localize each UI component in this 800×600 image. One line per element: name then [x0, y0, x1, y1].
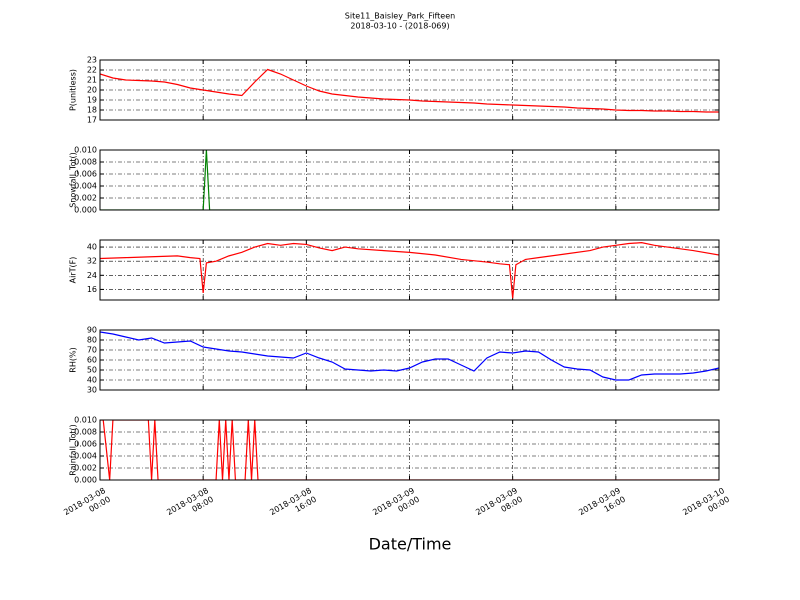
y-tick-label: 70: [87, 346, 97, 355]
y-tick-label: 0.008: [74, 158, 97, 167]
y-axis-label: AirT(F): [69, 257, 78, 284]
y-tick-label: 0.000: [74, 206, 97, 215]
y-tick-label: 0.006: [74, 170, 97, 179]
y-tick-label: 60: [87, 356, 97, 365]
plot-frame: [99, 239, 720, 301]
y-tick-label: 18: [87, 106, 97, 115]
plot-frame: [99, 329, 720, 391]
x-axis-label: Date/Time: [369, 535, 452, 554]
y-tick-label: 17: [87, 116, 97, 125]
y-tick-label: 0.010: [74, 146, 97, 155]
y-tick-label: 0.002: [74, 194, 97, 203]
y-tick-label: 90: [87, 326, 97, 335]
plot-frame: [99, 59, 720, 121]
y-axis-label: Snowfall_Tot(): [69, 152, 78, 208]
data-line: [100, 331, 719, 381]
y-tick-label: 0.004: [74, 182, 97, 191]
y-tick-label: 0.008: [74, 428, 97, 437]
y-axis-label: Rainfall_Tot(): [69, 424, 78, 476]
y-tick-label: 50: [87, 366, 97, 375]
y-axis-label: RH(%): [69, 347, 78, 372]
y-tick-label: 40: [87, 243, 97, 252]
y-tick-label: 80: [87, 336, 97, 345]
plot-frame: [99, 419, 720, 481]
y-tick-label: 32: [87, 257, 97, 266]
y-tick-label: 0.002: [74, 464, 97, 473]
y-tick-label: 40: [87, 376, 97, 385]
y-tick-label: 23: [87, 56, 97, 65]
y-tick-label: 0.000: [74, 476, 97, 485]
data-line: [100, 68, 719, 113]
y-tick-label: 0.010: [74, 416, 97, 425]
data-line: [100, 420, 719, 480]
y-tick-label: 19: [87, 96, 97, 105]
plot-frame: [99, 149, 720, 211]
data-line: [100, 242, 719, 299]
y-tick-label: 16: [87, 285, 97, 294]
y-tick-label: 24: [87, 271, 97, 280]
y-axis-label: P(unitless): [69, 69, 78, 111]
y-tick-label: 30: [87, 386, 97, 395]
y-tick-label: 21: [87, 76, 97, 85]
chart-title: Site11_Baisley_Park_Fifteen: [345, 12, 455, 21]
y-tick-label: 0.004: [74, 452, 97, 461]
y-tick-label: 0.006: [74, 440, 97, 449]
chart-subtitle: 2018-03-10 - (2018-069): [350, 22, 449, 31]
y-tick-label: 22: [87, 66, 97, 75]
y-tick-label: 20: [87, 86, 97, 95]
